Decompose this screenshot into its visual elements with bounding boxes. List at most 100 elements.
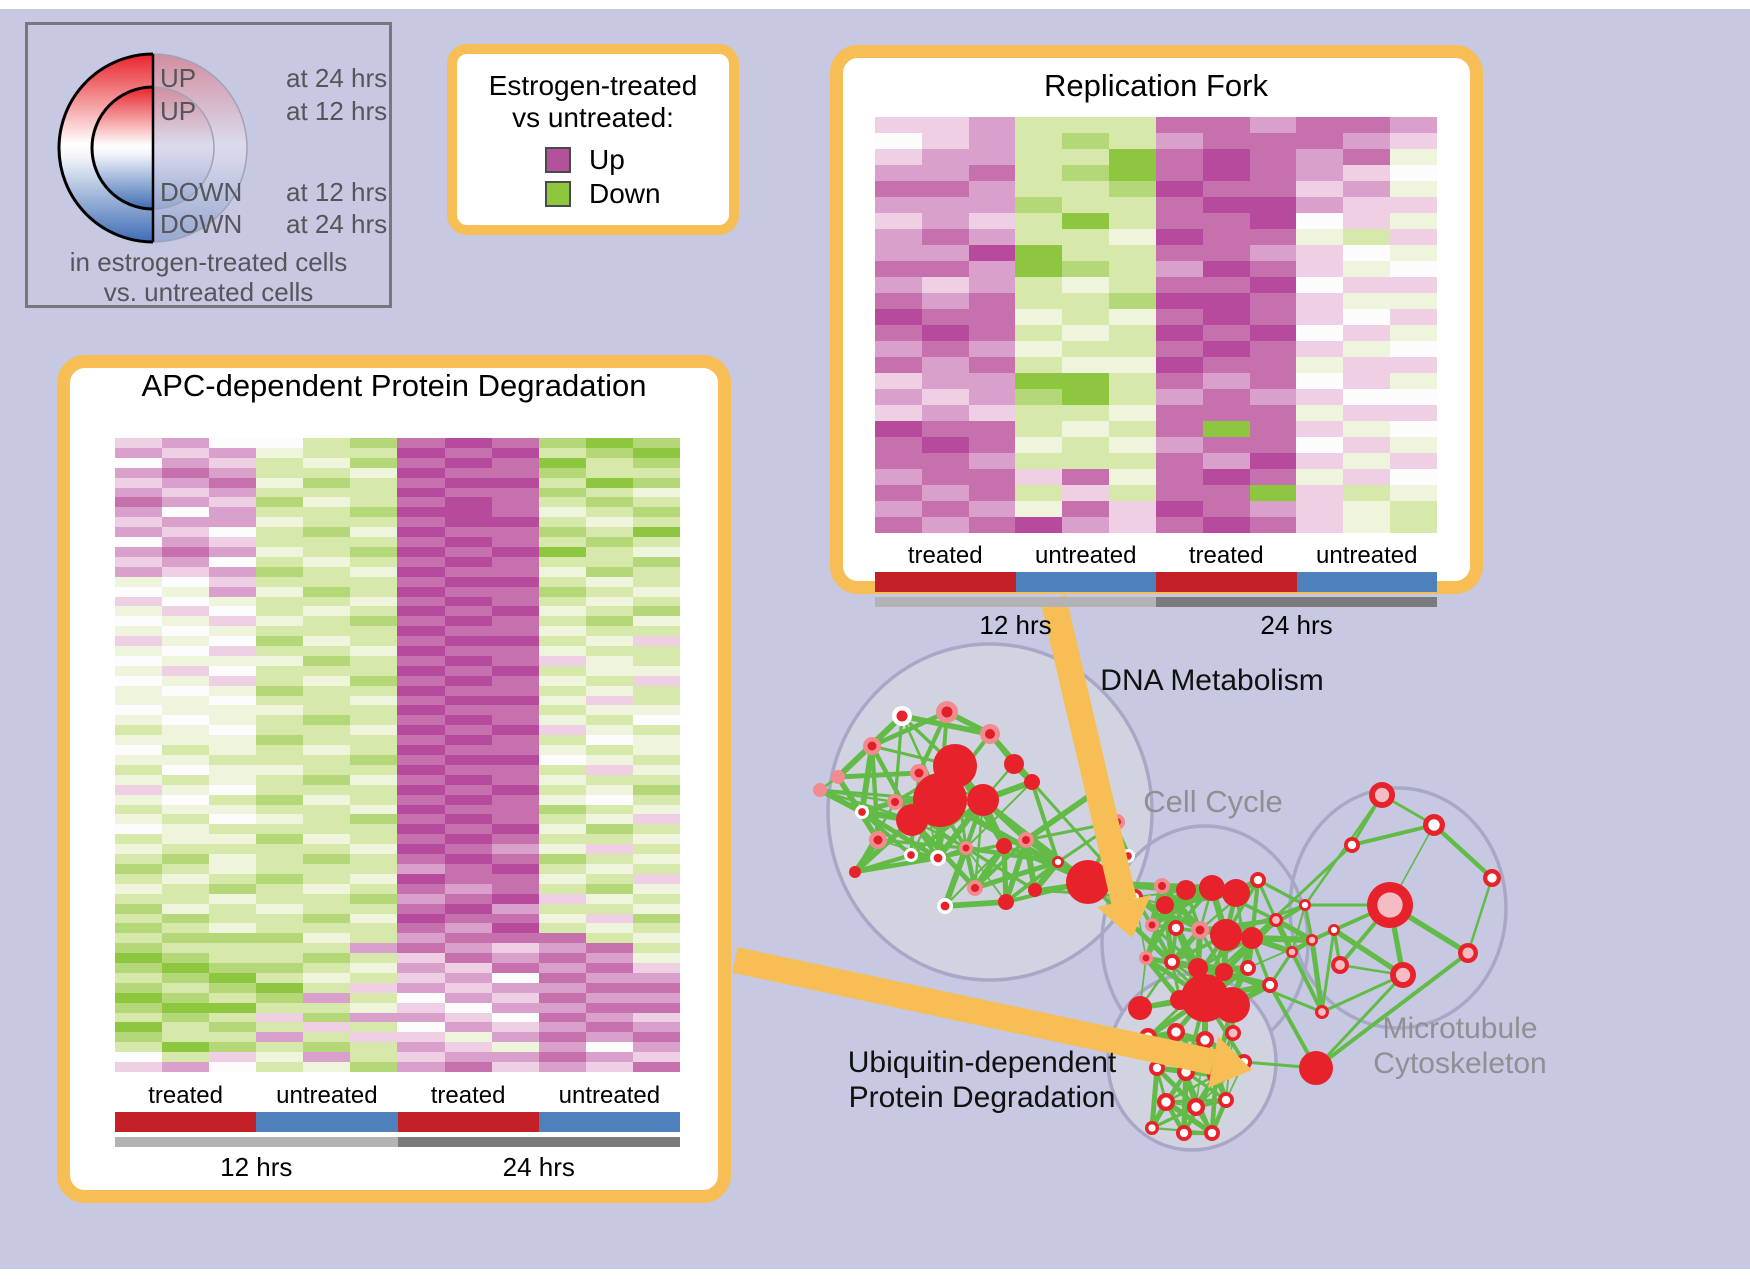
heatmap-cell [1062,213,1110,229]
heatmap-cell [115,517,163,528]
heatmap-cell [968,341,1016,357]
heatmap-cell [491,477,539,488]
heatmap-cell [921,277,969,293]
heatmap-cell [538,665,586,676]
heatmap-cell [585,556,633,567]
heatmap-cell [875,485,922,501]
heatmap-cell [162,695,210,706]
heatmap-cell [921,501,969,517]
heatmap-cell [585,497,633,508]
heatmap-row [115,527,680,538]
heatmap-cell [162,705,210,716]
heatmap-cell [350,794,398,805]
heatmap-cell [1202,133,1250,149]
network-edge [1309,939,1325,1013]
heatmap-cell [162,774,210,785]
ring-word-down-24: DOWN [160,209,243,239]
heatmap-cell [921,165,969,181]
heatmap-cell [350,863,398,874]
heatmap-cell [1343,149,1391,165]
heatmap-cell [538,1042,586,1053]
heatmap-cell [968,501,1016,517]
heatmap-cell [491,546,539,557]
heatmap-cell [115,487,163,498]
heatmap-cell [1109,405,1156,421]
heatmap-row [875,453,1437,469]
heatmap-cell [209,685,257,696]
heatmap-cell [444,873,492,884]
heatmap-cell [397,507,445,518]
network-edge [877,838,967,850]
heatmap-cell [444,804,492,815]
heatmap-cell [350,854,398,864]
heatmap-cell [491,933,539,944]
network-node-core [1161,1097,1171,1107]
heatmap-cell [632,685,680,696]
heatmap-cell [303,992,351,1003]
heatmap-cell [397,665,445,676]
heatmap-cell [256,1012,304,1023]
heatmap-cell [444,725,492,736]
heatmap-cell [491,646,539,656]
heatmap-cell [875,213,922,229]
heatmap-cell [632,883,680,894]
heatmap-cell [1109,245,1156,261]
rf-condition-bars [875,572,1437,592]
heatmap-cell [491,923,539,934]
heatmap-cell [491,438,539,448]
heatmap-row [115,804,680,815]
heatmap-row [115,873,680,884]
heatmap-cell [397,636,445,647]
heatmap-cell [1155,469,1203,485]
heatmap-cell [632,854,680,864]
heatmap-cell [538,794,586,805]
heatmap-cell [115,507,163,518]
heatmap-cell [585,943,633,954]
heatmap-cell [1390,357,1437,373]
heatmap-cell [162,735,210,746]
heatmap-cell [256,527,304,538]
heatmap-cell [632,616,680,627]
heatmap-cell [491,566,539,577]
heatmap-cell [397,745,445,755]
heatmap-cell [585,913,633,924]
heatmap-cell [1249,357,1297,373]
heatmap-row [875,517,1437,533]
heatmap-cell [162,883,210,894]
heatmap-row [115,903,680,914]
ring-caption-line2: vs. untreated cells [103,277,314,307]
heatmap-cell [162,725,210,736]
heatmap-cell [632,467,680,478]
heatmap-cell [1249,277,1297,293]
heatmap-cell [1202,149,1250,165]
cluster-label-dna-metabolism: DNA Metabolism [1100,664,1324,697]
heatmap-cell [1109,437,1156,453]
heatmap-cell [585,636,633,647]
heatmap-row [115,1022,680,1033]
heatmap-cell [875,341,922,357]
heatmap-cell [538,1052,586,1063]
heatmap-cell [1109,229,1156,245]
heatmap-cell [538,863,586,874]
heatmap-cell [397,606,445,617]
heatmap-cell [256,972,304,983]
heatmap-cell [632,1062,680,1072]
heatmap-cell [162,804,210,815]
heatmap-cell [491,665,539,676]
updown-legend-box: Estrogen-treated vs untreated: Up Down [447,44,739,235]
network-node-core [1191,1102,1201,1112]
heatmap-cell [491,963,539,973]
heatmap-cell [303,497,351,508]
heatmap-cell [491,844,539,855]
heatmap-cell [585,626,633,637]
heatmap-row [875,149,1437,165]
heatmap-cell [538,655,586,666]
heatmap-cell [538,873,586,884]
rf-time-labels: 12 hrs 24 hrs [875,610,1437,641]
heatmap-cell [538,913,586,924]
heatmap-cell [209,566,257,577]
heatmap-cell [350,943,398,954]
heatmap-cell [115,903,163,914]
heatmap-cell [1109,213,1156,229]
heatmap-cell [303,854,351,864]
